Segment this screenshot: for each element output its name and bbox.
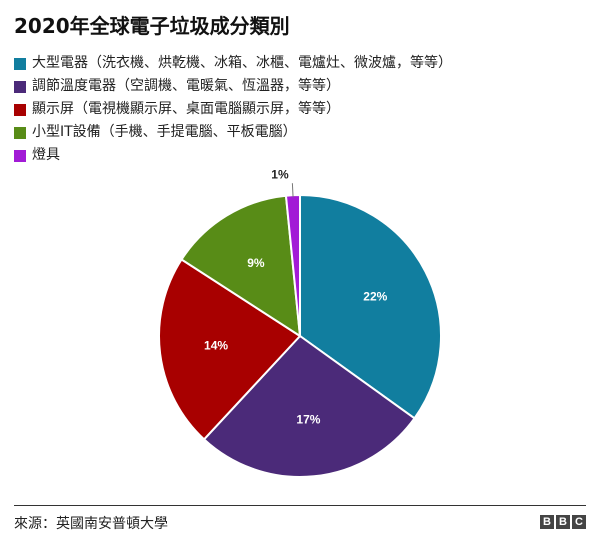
legend-item-screens: 顯示屏（電視機顯示屏、桌面電腦顯示屏，等等） bbox=[14, 98, 452, 121]
legend-item-lamps: 燈具 bbox=[14, 144, 452, 167]
slice-value-label: 14% bbox=[204, 339, 228, 353]
legend: 大型電器（洗衣機、烘乾機、冰箱、冰櫃、電爐灶、微波爐，等等） 調節溫度電器（空調… bbox=[14, 52, 452, 167]
bbc-logo-letter: B bbox=[540, 515, 554, 529]
legend-label: 大型電器（洗衣機、烘乾機、冰箱、冰櫃、電爐灶、微波爐，等等） bbox=[32, 55, 452, 71]
legend-label: 燈具 bbox=[32, 147, 60, 163]
pie-slice-large-appliances bbox=[299, 193, 442, 420]
slice-value-label: 17% bbox=[296, 412, 320, 426]
bbc-logo: B B C bbox=[540, 515, 586, 529]
legend-item-large-appliances: 大型電器（洗衣機、烘乾機、冰箱、冰櫃、電爐灶、微波爐，等等） bbox=[14, 52, 452, 75]
slice-value-label: 9% bbox=[247, 256, 265, 270]
slice-value-label: 1% bbox=[271, 167, 289, 181]
legend-label: 調節溫度電器（空調機、電暖氣、恆溫器，等等） bbox=[32, 78, 340, 94]
slice-leader-line bbox=[291, 183, 294, 198]
legend-swatch bbox=[14, 103, 26, 116]
bbc-logo-letter: B bbox=[556, 515, 570, 529]
legend-swatch bbox=[14, 149, 26, 162]
footer-divider bbox=[14, 505, 586, 506]
legend-item-temperature-exchange: 調節溫度電器（空調機、電暖氣、恆溫器，等等） bbox=[14, 75, 452, 98]
legend-swatch bbox=[14, 80, 26, 93]
source-note: 來源：英國南安普頓大學 bbox=[14, 516, 168, 532]
pie-slice-temperature-exchange bbox=[202, 334, 416, 478]
pie-chart: 22% 17% 14% 9% 1% bbox=[158, 167, 442, 478]
legend-swatch bbox=[14, 126, 26, 139]
chart-title: 2020年全球電子垃圾成分類別 bbox=[14, 14, 290, 38]
pie-slice-small-it bbox=[180, 194, 302, 338]
slice-value-label: 22% bbox=[363, 290, 387, 304]
legend-label: 小型IT設備（手機、手提電腦、平板電腦） bbox=[32, 124, 297, 140]
legend-item-small-it: 小型IT設備（手機、手提電腦、平板電腦） bbox=[14, 121, 452, 144]
legend-swatch bbox=[14, 57, 26, 70]
pie-slice-screens bbox=[158, 258, 302, 441]
legend-label: 顯示屏（電視機顯示屏、桌面電腦顯示屏，等等） bbox=[32, 101, 340, 117]
bbc-logo-letter: C bbox=[572, 515, 586, 529]
